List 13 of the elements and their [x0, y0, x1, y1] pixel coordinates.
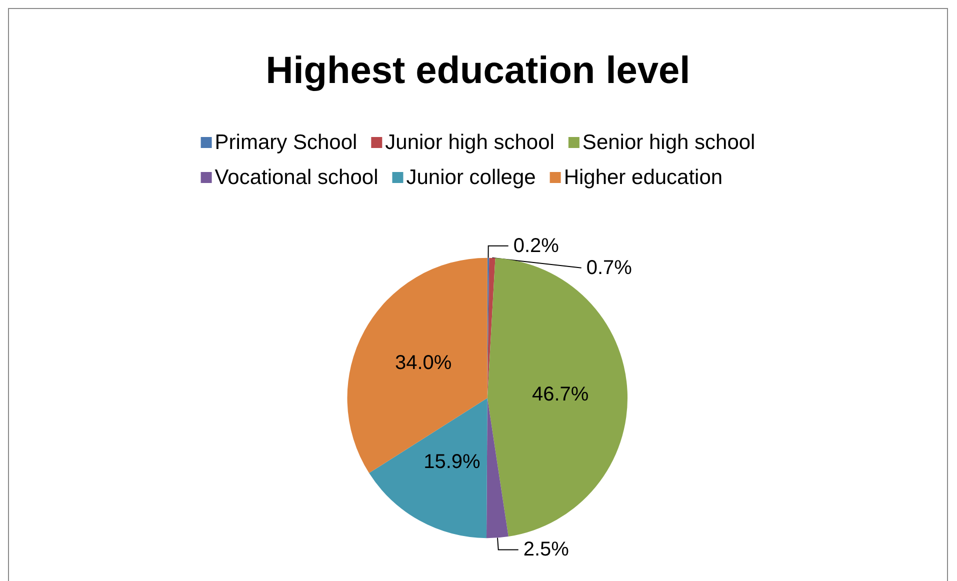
- data-label: 46.7%: [532, 384, 589, 406]
- legend-label: Vocational school: [214, 166, 378, 189]
- legend-label: Junior college: [406, 166, 536, 189]
- legend-label: Higher education: [564, 166, 723, 189]
- legend-label: Senior high school: [582, 131, 756, 154]
- data-label: 0.7%: [586, 256, 632, 279]
- legend-label: Primary School: [214, 131, 358, 154]
- chart-title: Highest education level: [266, 50, 690, 92]
- data-label: 34.0%: [394, 352, 452, 374]
- data-label: 15.9%: [424, 450, 481, 473]
- data-label: 2.5%: [523, 538, 570, 561]
- legend-label: Junior high school: [385, 131, 554, 154]
- data-label: 0.2%: [513, 234, 560, 257]
